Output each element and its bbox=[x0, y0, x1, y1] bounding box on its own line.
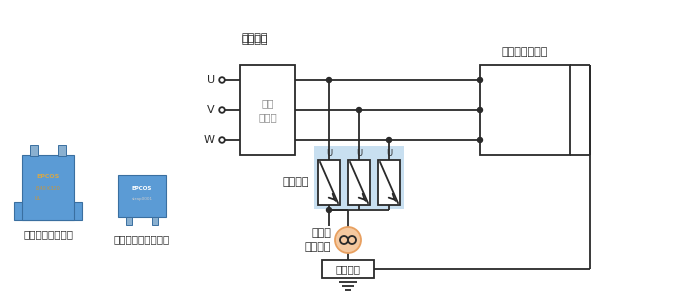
Text: strap0001: strap0001 bbox=[132, 197, 153, 201]
Bar bbox=[378, 160, 400, 205]
Circle shape bbox=[335, 227, 361, 253]
Text: 漏電
遮断器: 漏電 遮断器 bbox=[258, 98, 277, 122]
Bar bbox=[480, 65, 570, 155]
Bar bbox=[118, 175, 166, 217]
Text: V: V bbox=[207, 105, 215, 115]
Bar bbox=[30, 145, 38, 156]
Text: EPCOS: EPCOS bbox=[132, 187, 152, 191]
Bar bbox=[22, 155, 74, 220]
Circle shape bbox=[219, 107, 225, 113]
Text: サージ
アレスタ: サージ アレスタ bbox=[304, 228, 331, 252]
Bar bbox=[322, 260, 374, 278]
Text: バリスタ: バリスタ bbox=[283, 177, 309, 187]
Circle shape bbox=[477, 107, 482, 112]
Bar bbox=[240, 65, 295, 155]
Bar bbox=[348, 160, 370, 205]
Text: U: U bbox=[356, 149, 362, 158]
Bar bbox=[126, 217, 132, 225]
Text: ブロックバリスタ: ブロックバリスタ bbox=[23, 229, 73, 239]
Circle shape bbox=[386, 137, 391, 142]
Bar bbox=[58, 145, 66, 156]
Text: ストラップバリスタ: ストラップバリスタ bbox=[114, 234, 170, 244]
Text: 接地端子: 接地端子 bbox=[335, 264, 361, 274]
Text: W: W bbox=[204, 135, 215, 145]
Text: U: U bbox=[207, 75, 215, 85]
Text: 《被保護機器》: 《被保護機器》 bbox=[502, 47, 548, 57]
Circle shape bbox=[219, 137, 225, 143]
Bar bbox=[152, 217, 158, 225]
Text: U: U bbox=[326, 149, 332, 158]
Bar bbox=[314, 146, 404, 209]
Circle shape bbox=[356, 107, 361, 112]
Circle shape bbox=[326, 77, 332, 83]
Text: EPCOS: EPCOS bbox=[36, 175, 60, 179]
Bar bbox=[14, 202, 82, 220]
Circle shape bbox=[326, 208, 332, 212]
Text: 三相交流: 三相交流 bbox=[241, 35, 268, 45]
Circle shape bbox=[477, 137, 482, 142]
Circle shape bbox=[477, 77, 482, 83]
Bar bbox=[318, 160, 340, 205]
Text: U: U bbox=[386, 149, 392, 158]
Text: B40 K320: B40 K320 bbox=[36, 185, 60, 190]
Text: UL: UL bbox=[35, 196, 41, 200]
Text: 三相交流: 三相交流 bbox=[241, 33, 268, 43]
Circle shape bbox=[219, 77, 225, 83]
